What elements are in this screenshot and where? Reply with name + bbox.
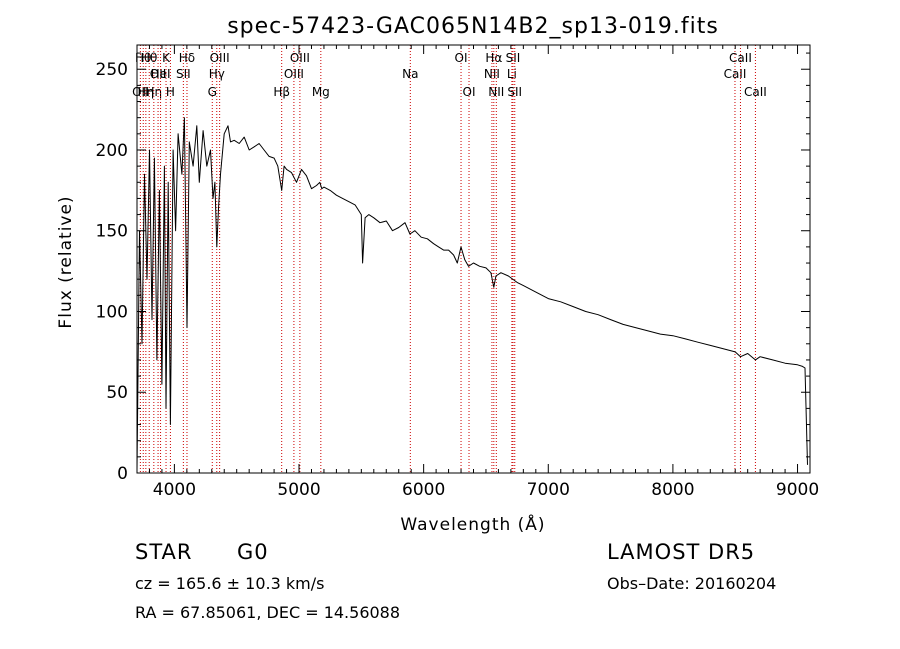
x-tick-label: 8000: [651, 480, 694, 500]
line-id-label: SII: [506, 51, 521, 65]
x-tick-label: 5000: [277, 480, 320, 500]
line-id-label: NII: [488, 85, 504, 99]
line-id-label: HeI: [151, 67, 171, 81]
line-id-label: CaII: [744, 85, 767, 99]
line-id-label: G: [208, 85, 217, 99]
y-axis-label: Flux (relative): [56, 195, 76, 328]
line-id-label: H: [166, 85, 175, 99]
line-id-label: Hη: [138, 85, 155, 99]
x-tick-label: 9000: [776, 480, 819, 500]
line-id-label: Hθ: [135, 51, 151, 65]
line-id-label: OI: [455, 51, 468, 65]
object-subclass: G0: [237, 540, 269, 564]
line-id-label: Hγ: [209, 67, 225, 81]
line-id-label: Hα: [485, 51, 502, 65]
observation-date: Obs–Date: 20160204: [607, 574, 777, 593]
chart-title: spec-57423-GAC065N14B2_sp13-019.fits: [227, 14, 719, 39]
line-id-label: OII: [150, 67, 167, 81]
y-tick-label: 0: [117, 464, 128, 484]
survey-release: LAMOST DR5: [607, 540, 756, 564]
y-tick-label: 200: [96, 141, 128, 161]
line-id-label: OIII: [210, 51, 230, 65]
line-id-label: SII: [507, 85, 522, 99]
line-id-label: CaII: [729, 51, 752, 65]
line-id-label: Hδ: [179, 51, 195, 65]
y-tick-label: 250: [96, 60, 128, 80]
x-tick-label: 4000: [153, 480, 196, 500]
line-id-label: Hη: [146, 85, 163, 99]
line-id-label: Hβ: [273, 85, 290, 99]
spectrum-line: [136, 117, 808, 470]
object-class: STAR: [135, 540, 193, 564]
x-tick-label: 6000: [402, 480, 445, 500]
line-id-label: NII: [484, 67, 500, 81]
line-id-label: SII: [176, 67, 191, 81]
y-tick-label: 50: [106, 383, 128, 403]
spectral-line-markers: OIIHθHηHθHηOIIHeIKHSIIHδGHγOIIIHβOIIIOII…: [132, 45, 767, 473]
y-tick-label: 150: [96, 222, 128, 242]
plot-frame: [136, 44, 811, 474]
y-tick-label: 100: [96, 302, 128, 322]
line-id-label: K: [162, 51, 171, 65]
line-id-label: CaII: [724, 67, 747, 81]
line-id-label: Na: [402, 67, 418, 81]
coordinates: RA = 67.85061, DEC = 14.56088: [135, 603, 401, 622]
line-id-label: Li: [507, 67, 517, 81]
x-tick-label: 7000: [527, 480, 570, 500]
line-id-label: OIII: [290, 51, 310, 65]
redshift-cz: cz = 165.6 ± 10.3 km/s: [135, 574, 325, 593]
axes: 4000 5000 6000 7000 8000 9000 0 50 100 150 200 250: [96, 45, 819, 500]
line-id-label: Hθ: [141, 51, 157, 65]
spectrum-series: [136, 117, 808, 470]
line-id-label: OII: [132, 85, 149, 99]
line-id-label: OIII: [284, 67, 304, 81]
line-id-label: OI: [463, 85, 476, 99]
line-id-label: Mg: [312, 85, 330, 99]
x-axis-label: Wavelength (Å): [400, 513, 545, 535]
